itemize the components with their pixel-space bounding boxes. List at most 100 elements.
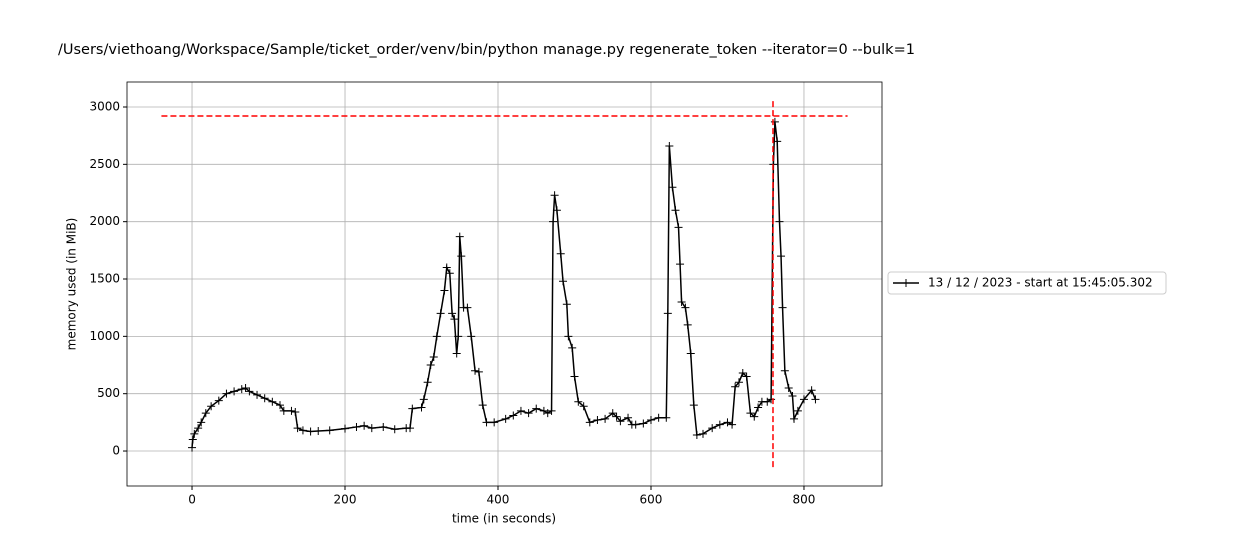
- data-point: [478, 401, 487, 410]
- data-point: [624, 413, 633, 422]
- data-point: [275, 401, 284, 410]
- plot-frame: [126, 81, 883, 487]
- data-point: [708, 424, 717, 433]
- data-point: [379, 422, 388, 431]
- data-point: [452, 349, 461, 358]
- data-point: [746, 409, 755, 418]
- data-point: [222, 389, 231, 398]
- data-point: [731, 382, 740, 391]
- data-point: [423, 378, 432, 387]
- data-point: [306, 427, 315, 436]
- data-point: [767, 395, 776, 404]
- data-point: [654, 413, 663, 422]
- data-point: [325, 426, 334, 435]
- data-point: [440, 286, 449, 295]
- data-point: [777, 252, 786, 261]
- data-point: [608, 409, 617, 418]
- data-point: [570, 372, 579, 381]
- x-tick-label: 800: [793, 493, 816, 507]
- data-point: [692, 430, 701, 439]
- data-point: [432, 332, 441, 341]
- data-point: [585, 418, 594, 427]
- y-tick-label: 2500: [89, 157, 120, 171]
- data-point: [298, 426, 307, 435]
- data-point: [543, 409, 552, 418]
- data-point: [550, 191, 559, 200]
- data-point: [793, 406, 802, 415]
- data-point: [612, 412, 621, 421]
- data-point: [564, 332, 573, 341]
- data-point: [671, 206, 680, 215]
- data-point: [775, 217, 784, 226]
- data-point: [201, 409, 210, 418]
- data-point: [445, 269, 454, 278]
- data-point: [788, 391, 797, 400]
- data-point: [419, 395, 428, 404]
- data-point: [367, 424, 376, 433]
- data-point: [790, 414, 799, 423]
- data-point: [482, 418, 491, 427]
- data-point: [631, 420, 640, 429]
- data-point: [683, 320, 692, 329]
- legend-box: [887, 271, 1167, 295]
- x-axis-label: time (in seconds): [452, 512, 556, 526]
- data-point: [268, 397, 277, 406]
- data-point: [547, 406, 556, 415]
- series-line: [191, 121, 817, 448]
- data-point: [442, 263, 451, 272]
- data-point: [593, 416, 602, 425]
- data-point: [677, 297, 686, 306]
- data-point: [467, 332, 476, 341]
- data-point: [676, 260, 685, 269]
- x-tick-label: 400: [487, 493, 510, 507]
- data-point: [463, 303, 472, 312]
- data-point: [689, 401, 698, 410]
- data-point: [237, 385, 246, 394]
- data-point: [417, 403, 426, 412]
- data-point: [532, 404, 541, 413]
- y-tick-label: 3000: [89, 99, 120, 113]
- data-point: [509, 411, 518, 420]
- data-point: [429, 352, 438, 361]
- data-point: [314, 426, 323, 435]
- legend-marker: [902, 279, 910, 287]
- data-point: [291, 408, 300, 417]
- x-tick-label: 200: [334, 493, 357, 507]
- data-point: [549, 217, 558, 226]
- data-point: [686, 349, 695, 358]
- data-point: [457, 252, 466, 261]
- data-point: [436, 309, 445, 318]
- data-point: [770, 117, 779, 126]
- data-point: [763, 397, 772, 406]
- data-point: [450, 315, 459, 324]
- data-point: [556, 249, 565, 258]
- y-tick-label: 1500: [89, 272, 120, 286]
- data-point: [253, 390, 262, 399]
- data-point: [454, 332, 463, 341]
- data-point: [780, 366, 789, 375]
- data-point: [562, 300, 571, 309]
- data-point: [665, 141, 674, 150]
- data-point: [293, 424, 302, 433]
- y-tick-label: 0: [112, 444, 120, 458]
- data-point: [754, 403, 763, 412]
- data-point: [352, 422, 361, 431]
- data-point: [552, 206, 561, 215]
- legend-label: 13 / 12 / 2023 - start at 15:45:05.302: [928, 276, 1153, 290]
- data-point: [734, 378, 743, 387]
- data-point: [715, 420, 724, 429]
- data-point: [807, 386, 816, 395]
- data-point: [668, 183, 677, 192]
- data-point: [663, 309, 672, 318]
- data-point: [662, 413, 671, 422]
- data-point: [674, 223, 683, 232]
- data-point: [799, 395, 808, 404]
- data-point: [646, 416, 655, 425]
- y-tick-label: 2000: [89, 214, 120, 228]
- data-point: [260, 394, 269, 403]
- y-tick-label: 500: [97, 386, 120, 400]
- data-point: [455, 232, 464, 241]
- data-point: [341, 424, 350, 433]
- data-point: [742, 372, 751, 381]
